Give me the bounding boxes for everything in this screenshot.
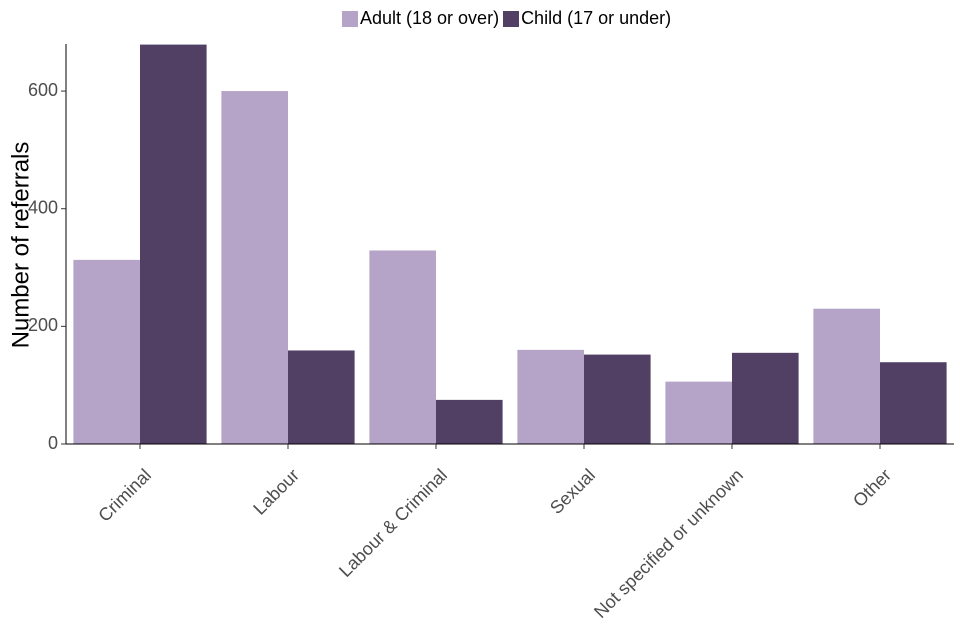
bar-adult-0 — [73, 259, 140, 444]
bar-adult-5 — [813, 308, 880, 444]
legend-swatch-child — [503, 10, 520, 27]
y-axis-label: Number of referrals — [7, 142, 34, 349]
bar-child-5 — [880, 362, 947, 444]
legend-item-child: Child (17 or under) — [503, 8, 671, 29]
y-tick-label: 0 — [48, 433, 58, 453]
x-tick-label: Labour — [249, 465, 303, 519]
y-tick-label: 200 — [28, 315, 58, 335]
bar-child-1 — [288, 350, 355, 444]
bar-adult-1 — [221, 91, 288, 444]
x-tick-label: Sexual — [546, 465, 599, 518]
bar-adult-2 — [369, 250, 436, 444]
x-tick-label: Other — [849, 465, 895, 511]
y-tick-label: 600 — [28, 80, 58, 100]
legend-label-child: Child (17 or under) — [521, 8, 672, 28]
legend-item-adult: Adult (18 or over) — [342, 8, 499, 29]
x-tick-label: Criminal — [94, 465, 155, 526]
y-tick-label: 400 — [28, 197, 58, 217]
legend-label-adult: Adult (18 or over) — [360, 8, 500, 28]
bar-child-0 — [140, 44, 207, 445]
x-tick-label: Labour & Criminal — [335, 465, 451, 581]
bar-child-3 — [584, 354, 651, 444]
bar-adult-3 — [517, 349, 584, 444]
bar-adult-4 — [665, 381, 732, 444]
legend-swatch-adult — [342, 10, 358, 27]
bar-child-2 — [436, 399, 503, 444]
x-tick-label: Not specified or unknown — [590, 465, 747, 622]
bar-child-4 — [732, 352, 799, 444]
chart-legend: Adult (18 or over) Child (17 or under) — [342, 8, 675, 29]
